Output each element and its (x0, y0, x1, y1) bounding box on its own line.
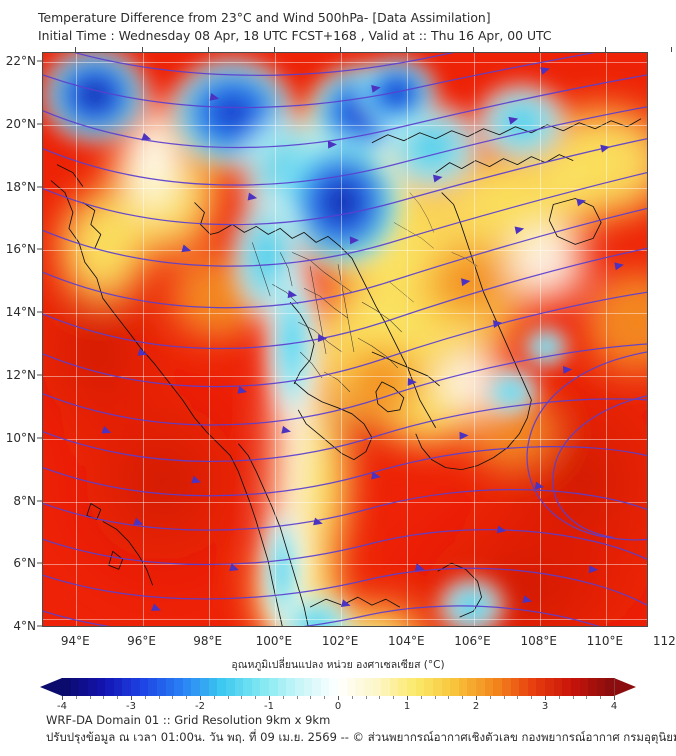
xtick-label: 98°E (193, 634, 223, 648)
colorbar-minor-tick (89, 696, 91, 699)
ytick-label: 12°N (5, 368, 36, 382)
xtick-label: 106°E (454, 634, 491, 648)
colorbar-minor-tick (503, 696, 505, 699)
colorbar-minor-tick (420, 696, 422, 699)
colorbar-tick-label: 4 (610, 701, 618, 712)
ytick-label: 6°N (13, 556, 36, 571)
footer-block: WRF-DA Domain 01 :: Grid Resolution 9km … (46, 712, 676, 746)
map-plot-area[interactable]: 22°N 20°N 18°N 16°N 14°N 12°N 10°N 8°N 6… (6, 47, 676, 648)
colorbar-title: อุณหภูมิเปลี่ยนแปลง หน่วย องศาเซลเซียส (… (231, 659, 445, 671)
colorbar-minor-tick (462, 696, 464, 699)
colorbar-tick (476, 696, 477, 700)
ytick-label: 8°N (13, 493, 36, 508)
xtick-label: 108°E (520, 634, 557, 648)
colorbar-minor-tick (227, 696, 229, 699)
colorbar-tick-label: -4 (57, 701, 67, 712)
title-line-1: Temperature Difference from 23°C and Win… (38, 10, 491, 25)
streamline-arrowheads (101, 67, 624, 611)
ytick-label: 18°N (5, 179, 36, 194)
colorbar-tick (338, 696, 339, 700)
colorbar-tick (614, 696, 615, 700)
colorbar-minor-tick (393, 696, 395, 699)
colorbar-minor-tick (213, 696, 215, 699)
colorbar-minor-tick (144, 696, 146, 699)
colorbar-segment (605, 678, 615, 696)
xtick-label: 96°E (127, 634, 156, 648)
chart-title-block: Temperature Difference from 23°C and Win… (38, 9, 658, 44)
colorbar-minor-tick (310, 696, 312, 699)
colorbar-minor-tick (517, 696, 519, 699)
colorbar-gradient (62, 678, 615, 696)
colorbar-minor-tick (172, 696, 174, 699)
colorbar-minor-tick (296, 696, 298, 699)
colorbar-minor-tick (186, 696, 188, 699)
ytick-label: 14°N (5, 305, 36, 320)
colorbar-minor-tick (158, 696, 160, 699)
colorbar-tick-label: -2 (195, 701, 205, 712)
colorbar-minor-tick (75, 696, 77, 699)
colorbar-tick-label: 0 (334, 701, 342, 712)
colorbar-minor-tick (558, 696, 560, 699)
colorbar-minor-tick (489, 696, 491, 699)
colorbar[interactable]: -4 -3 -2 -1 0 1 2 3 4 (40, 678, 636, 712)
colorbar-tick-label: 3 (541, 701, 549, 712)
colorbar-minor-tick (365, 696, 367, 699)
colorbar-high-arrow (614, 678, 636, 696)
map-frame (42, 52, 648, 627)
ytick-label: 16°N (5, 242, 36, 257)
ytick-label: 10°N (5, 430, 36, 445)
xtick-label: 94°E (60, 634, 90, 648)
colorbar-minor-tick (351, 696, 353, 699)
wind-streamline-overlay (43, 53, 647, 626)
title-line-2: Initial Time : Wednesday 08 Apr, 18 UTC … (38, 27, 552, 43)
xtick-label: 104°E (388, 634, 425, 648)
colorbar-minor-tick (282, 696, 284, 699)
colorbar-tick (131, 696, 132, 700)
colorbar-tick-label: 1 (403, 701, 411, 712)
colorbar-low-arrow (40, 678, 62, 696)
xtick-label: 100°E (255, 634, 293, 648)
colorbar-tick-label: 2 (472, 701, 480, 712)
xtick-label: 102°E (321, 634, 359, 648)
colorbar-minor-tick (255, 696, 257, 699)
xtick-label: 110°E (586, 634, 624, 648)
ytick-label: 4°N (13, 619, 36, 633)
colorbar-tick-label: -3 (126, 701, 136, 712)
ytick-label: 20°N (5, 116, 36, 131)
colorbar-minor-tick (434, 696, 436, 699)
colorbar-minor-tick (241, 696, 243, 699)
footer-line-2: ปรับปรุงข้อมูล ณ เวลา 01:00น. วัน พฤ. ที… (46, 730, 676, 744)
colorbar-tick (62, 696, 63, 700)
xtick-label: 112°E (652, 634, 676, 648)
colorbar-minor-tick (379, 696, 381, 699)
colorbar-minor-tick (586, 696, 588, 699)
colorbar-minor-tick (103, 696, 105, 699)
colorbar-tick (407, 696, 408, 700)
colorbar-minor-tick (448, 696, 450, 699)
colorbar-minor-tick (117, 696, 119, 699)
colorbar-tick (545, 696, 546, 700)
colorbar-minor-tick (324, 696, 326, 699)
colorbar-tick-label: -1 (264, 701, 274, 712)
colorbar-tick (200, 696, 201, 700)
colorbar-minor-tick (531, 696, 533, 699)
colorbar-minor-tick (600, 696, 602, 699)
colorbar-tick (269, 696, 270, 700)
colorbar-body (62, 678, 615, 696)
footer-line-1: WRF-DA Domain 01 :: Grid Resolution 9km … (46, 713, 331, 727)
colorbar-minor-tick (572, 696, 574, 699)
ytick-label: 22°N (5, 54, 36, 68)
coastline-border-overlay (50, 118, 642, 626)
